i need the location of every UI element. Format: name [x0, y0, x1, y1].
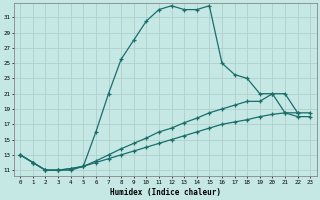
X-axis label: Humidex (Indice chaleur): Humidex (Indice chaleur): [110, 188, 221, 197]
